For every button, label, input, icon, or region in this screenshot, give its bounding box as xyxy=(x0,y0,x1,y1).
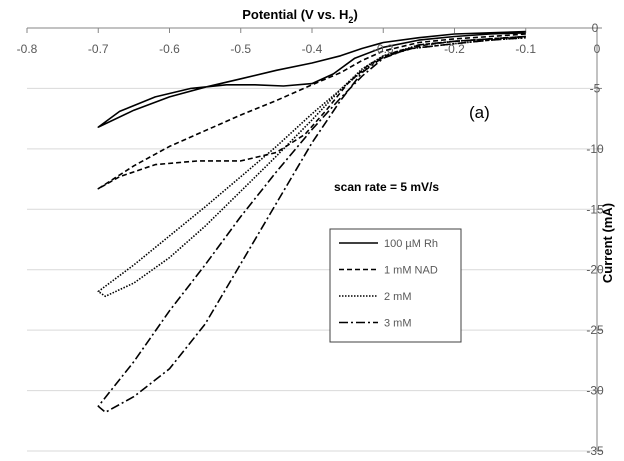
series-line-4 xyxy=(98,37,526,413)
x-tick-label-6: -0.2 xyxy=(444,42,465,56)
x-tick-label-2: -0.6 xyxy=(159,42,180,56)
y-tick-label-2: -10 xyxy=(586,142,604,156)
x-tick-labels: -0.8 -0.7 -0.6 -0.5 -0.4 -0.3 -0.2 -0.1 0 xyxy=(17,42,601,56)
chart-title-main: Potential (V vs. H xyxy=(242,7,348,22)
x-tick-label-0: -0.8 xyxy=(17,42,38,56)
legend-label-1: 100 µM Rh xyxy=(384,238,438,250)
series-line-3 xyxy=(98,37,526,297)
panel-label: (a) xyxy=(469,103,490,122)
chart-title-suffix: ) xyxy=(353,7,357,22)
y-tick-label-7: -35 xyxy=(586,444,604,458)
y-tick-label-0: 0 xyxy=(592,21,599,35)
axes xyxy=(27,28,602,451)
chart-title: Potential (V vs. H2) xyxy=(242,7,358,25)
x-tick-label-7: -0.1 xyxy=(515,42,536,56)
x-tick-label-1: -0.7 xyxy=(88,42,109,56)
x-tick-label-4: -0.4 xyxy=(302,42,323,56)
x-tick-label-5: -0.3 xyxy=(373,42,394,56)
y-axis-label: Current (mA) xyxy=(600,203,615,283)
y-tick-label-1: -5 xyxy=(590,81,601,95)
scan-rate-annotation: scan rate = 5 mV/s xyxy=(334,180,439,194)
legend-label-4: 3 mM xyxy=(384,318,412,330)
legend: 100 µM Rh 1 mM NAD 2 mM 3 mM xyxy=(330,229,461,342)
y-tick-label-5: -25 xyxy=(586,323,604,337)
x-tick-label-8: 0 xyxy=(594,42,601,56)
legend-label-3: 2 mM xyxy=(384,291,412,303)
series-line-2 xyxy=(98,34,526,189)
gridlines xyxy=(27,88,597,451)
y-tick-label-6: -30 xyxy=(586,384,604,398)
x-tick-label-3: -0.5 xyxy=(230,42,251,56)
legend-label-2: 1 mM NAD xyxy=(384,265,438,277)
